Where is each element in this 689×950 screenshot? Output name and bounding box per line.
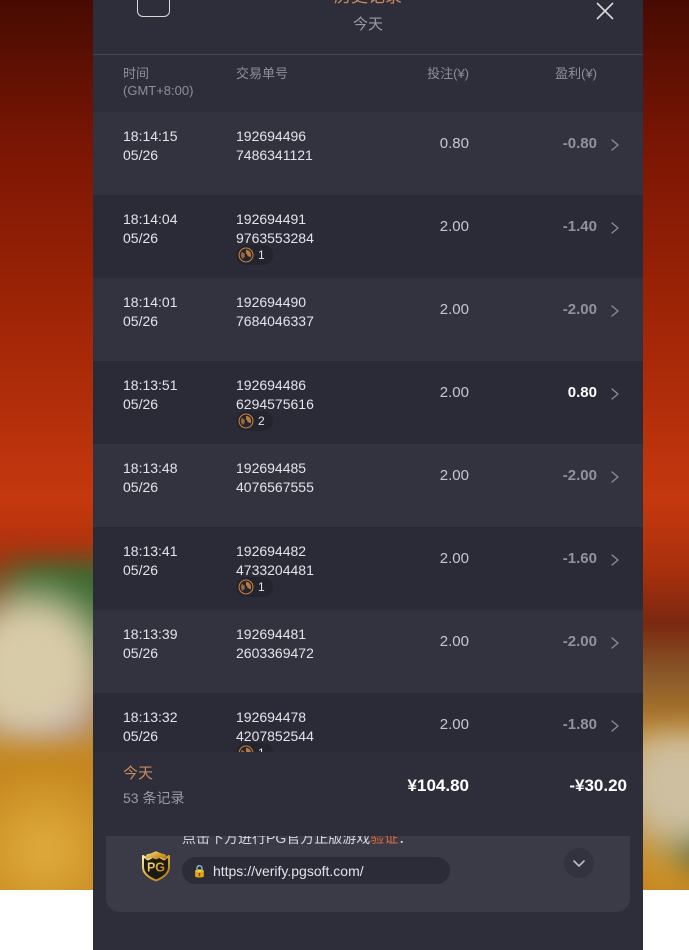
svg-text:PG: PG bbox=[147, 861, 165, 875]
